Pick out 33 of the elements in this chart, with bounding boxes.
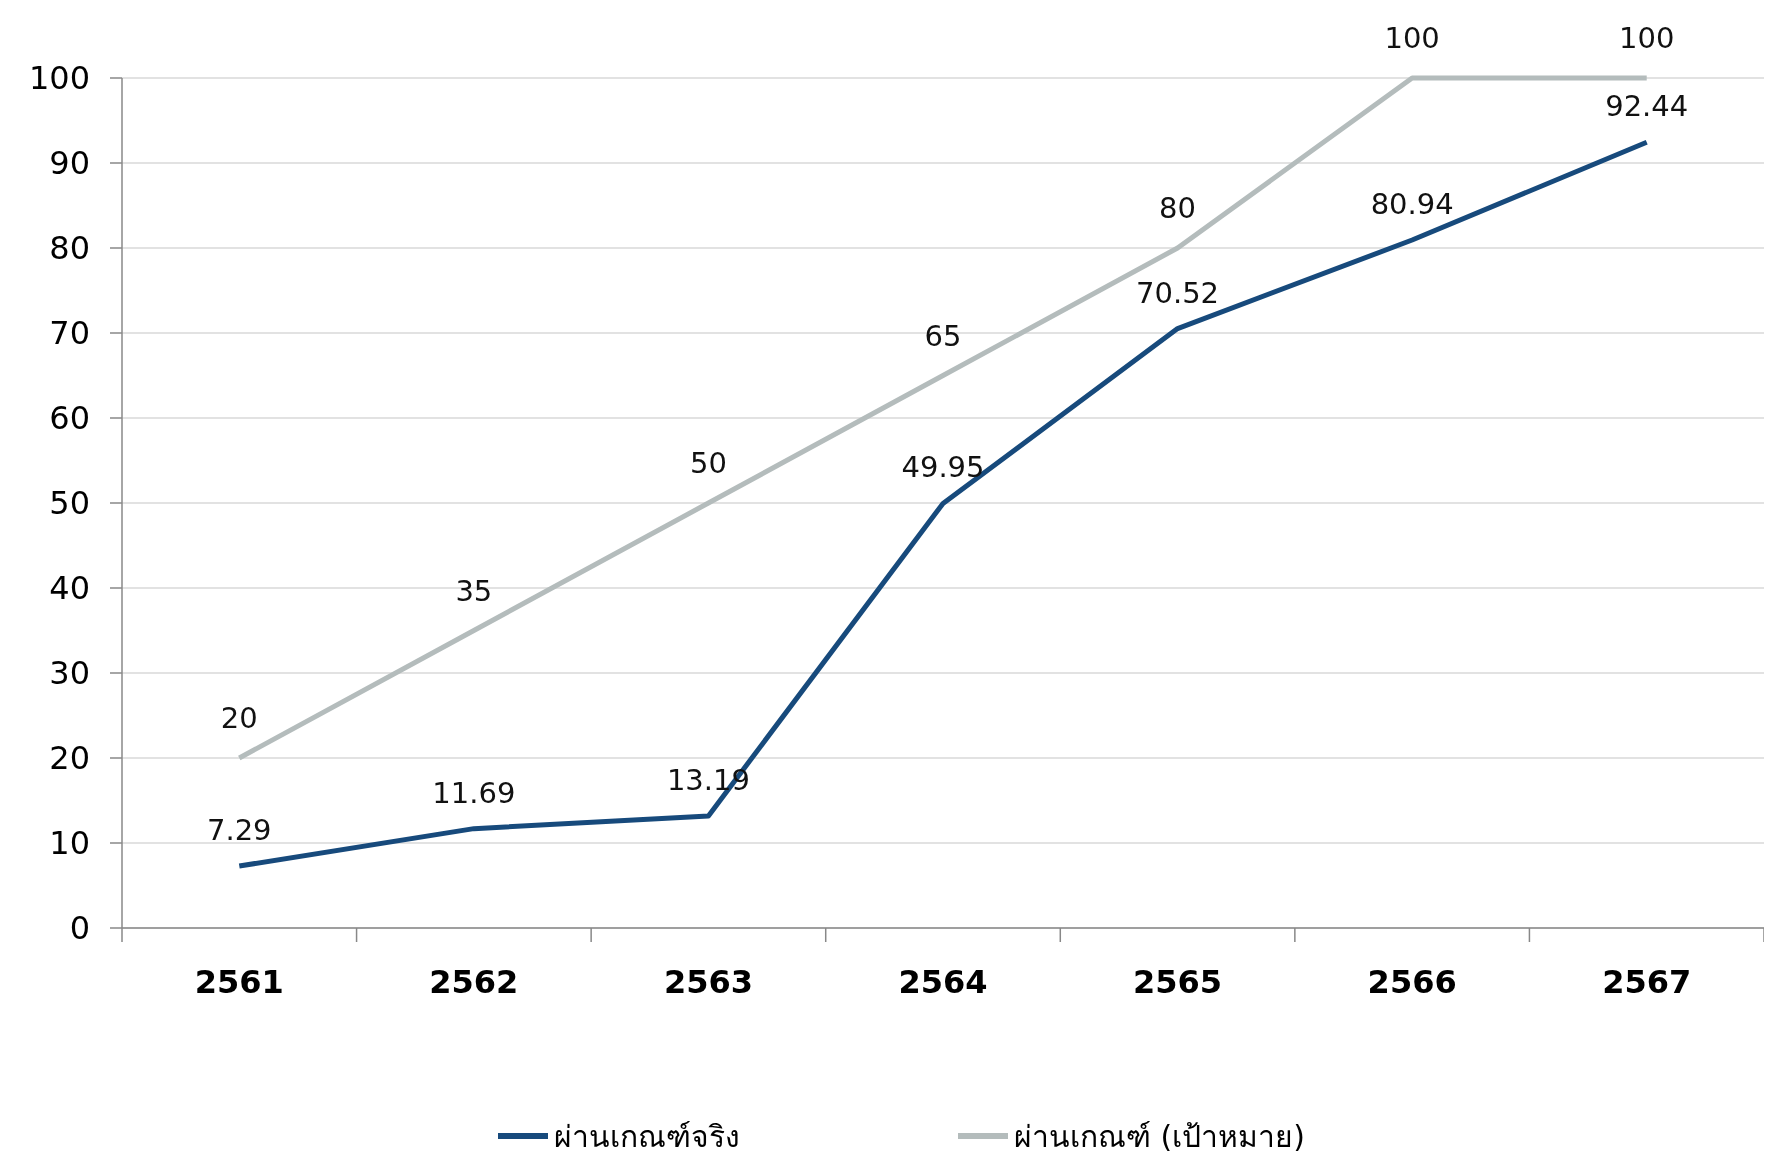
data-label: 7.29 [207, 813, 272, 848]
y-tick-label: 60 [49, 399, 90, 438]
data-label: 80 [1159, 191, 1197, 225]
data-label: 80.94 [1370, 187, 1454, 222]
x-tick-label: 2561 [194, 963, 284, 1001]
x-tick-label: 2565 [1133, 963, 1223, 1001]
y-tick-label: 70 [49, 314, 90, 353]
y-tick-label: 50 [49, 484, 90, 523]
legend-label: ผ่านเกณฑ์ (เป้าหมาย) [1014, 1118, 1305, 1154]
x-tick-label: 2563 [663, 963, 753, 1001]
y-tick-label: 10 [49, 824, 90, 863]
x-tick-label: 2564 [898, 963, 988, 1001]
data-label: 35 [455, 573, 493, 608]
data-label: 100 [1619, 21, 1675, 55]
x-tick-label: 2566 [1367, 963, 1457, 1001]
x-tick-label: 2562 [429, 963, 519, 1001]
data-label: 11.69 [432, 775, 516, 810]
data-label: 92.44 [1605, 89, 1689, 124]
y-tick-label: 100 [28, 59, 90, 98]
data-label: 50 [689, 446, 727, 480]
y-tick-label: 20 [49, 739, 90, 778]
y-tick-label: 40 [49, 569, 90, 608]
y-tick-label: 0 [69, 909, 90, 948]
y-tick-label: 30 [49, 654, 90, 693]
legend-label: ผ่านเกณฑ์จริง [554, 1118, 740, 1154]
y-tick-label: 90 [49, 144, 90, 183]
x-tick-label: 2567 [1602, 963, 1692, 1001]
data-label: 65 [924, 318, 962, 353]
data-label: 49.95 [901, 450, 985, 485]
data-label: 20 [220, 701, 258, 735]
y-tick-label: 80 [49, 229, 90, 268]
data-label: 70.52 [1136, 275, 1220, 310]
data-label: 100 [1384, 21, 1440, 55]
